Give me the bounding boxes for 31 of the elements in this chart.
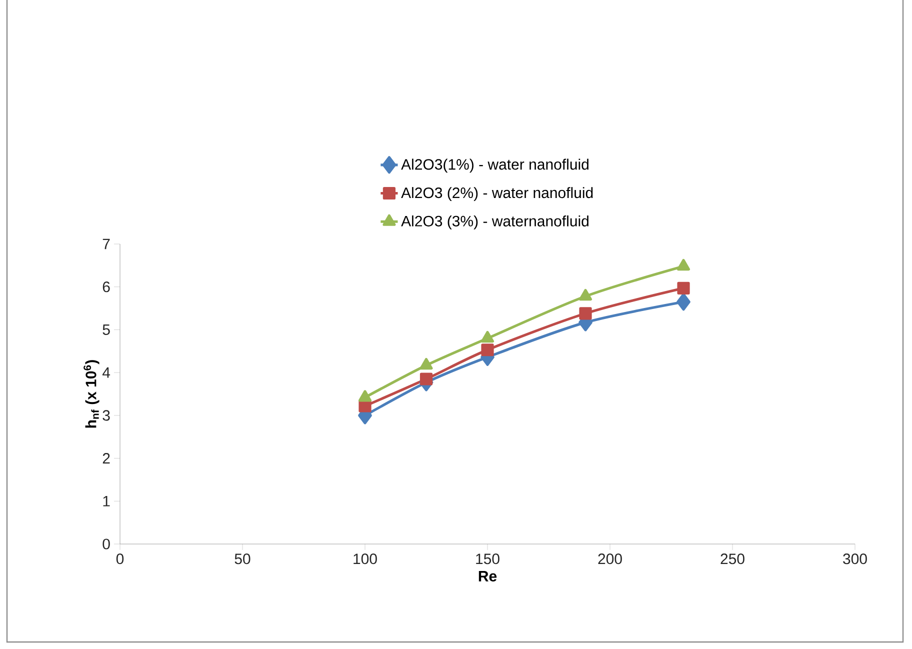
y-tick-label: 0 (102, 538, 110, 550)
legend-label: Al2O3 (2%) - water nanofluid (401, 187, 593, 202)
x-tick-label: 300 (843, 554, 867, 564)
y-tick-label: 5 (102, 324, 110, 335)
x-tick-label: 0 (116, 554, 124, 564)
y-tick-label: 3 (102, 410, 110, 421)
point (358, 400, 372, 412)
point (420, 372, 433, 386)
x-tick-label: 150 (476, 554, 500, 564)
point (358, 390, 372, 402)
point (676, 293, 690, 311)
x-tick-label: 250 (720, 554, 744, 564)
x-axis-title: Re (478, 571, 497, 582)
point (420, 358, 433, 370)
legend-label: Al2O3 (3%) - waternanofluid (401, 215, 588, 230)
y-tick-label: 1 (103, 496, 110, 506)
point (677, 258, 690, 271)
point (481, 330, 494, 343)
x-tick-label: 100 (354, 554, 377, 564)
x-tick-label: 50 (234, 554, 250, 564)
y-tick-label: 6 (102, 282, 110, 292)
point (481, 344, 494, 356)
point (579, 307, 592, 320)
y-tick-label: 4 (102, 367, 110, 378)
y-tick-label: 2 (102, 453, 110, 464)
legend-label: Al2O3(1%) - water nanofluid (401, 158, 588, 173)
y-tick-label: 7 (102, 238, 110, 250)
y-axis-title: h$_{nf}$ (x 10$^{6}$) (84, 360, 100, 428)
point (677, 282, 690, 294)
x-tick-label: 200 (598, 554, 622, 564)
point (579, 288, 592, 301)
